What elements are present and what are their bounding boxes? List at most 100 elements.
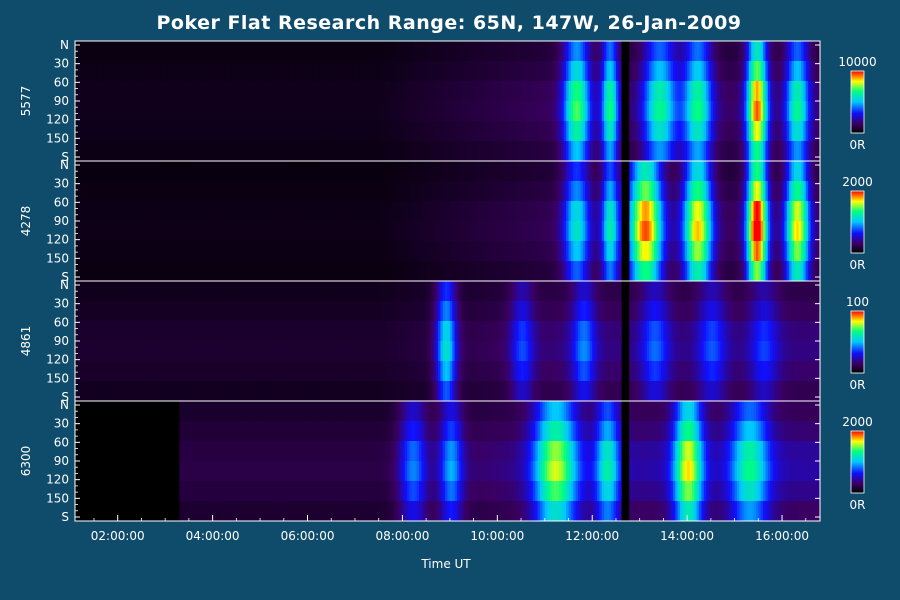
keogram-column — [395, 281, 399, 402]
keogram-column — [319, 281, 323, 402]
keogram-column — [661, 161, 664, 282]
keogram-column — [245, 161, 249, 282]
keogram-column — [668, 41, 672, 162]
keogram-column — [561, 41, 565, 162]
keogram-column — [84, 41, 88, 162]
keogram-column — [328, 41, 332, 162]
keogram-column — [684, 281, 688, 402]
keogram-column — [309, 401, 313, 522]
keogram-column — [732, 401, 736, 522]
keogram-column — [354, 281, 358, 402]
keogram-column — [274, 161, 278, 282]
keogram-column — [499, 161, 503, 282]
keogram-column — [468, 161, 472, 282]
keogram-column — [720, 401, 724, 522]
keogram-column — [200, 281, 204, 402]
keogram-column — [324, 281, 327, 402]
keogram-column — [411, 281, 415, 402]
keogram-column — [649, 401, 653, 522]
keogram-column — [782, 281, 785, 402]
keogram-column — [250, 41, 254, 162]
keogram-column — [115, 161, 119, 282]
keogram-column — [779, 401, 783, 522]
keogram-column — [573, 161, 577, 282]
keogram-column — [373, 161, 377, 282]
keogram-column — [298, 41, 301, 162]
keogram-column — [665, 41, 669, 162]
keogram-column — [751, 41, 755, 162]
keogram-column — [238, 401, 242, 522]
keogram-column — [646, 161, 650, 282]
keogram-column — [307, 401, 311, 522]
keogram-column — [521, 41, 524, 162]
keogram-column — [708, 41, 712, 162]
keogram-column — [798, 161, 802, 282]
keogram-column — [300, 281, 304, 402]
keogram-column — [340, 161, 344, 282]
keogram-column — [518, 161, 522, 282]
keogram-column — [727, 41, 731, 162]
keogram-column — [691, 41, 695, 162]
keogram-column — [767, 401, 771, 522]
keogram-column — [203, 161, 206, 282]
keogram-column — [188, 161, 192, 282]
keogram-column — [760, 161, 764, 282]
keogram-column — [200, 41, 204, 162]
keogram-column — [528, 401, 532, 522]
keogram-column — [691, 161, 695, 282]
keogram-column — [684, 161, 688, 282]
data-gap-stripe — [621, 161, 630, 281]
keogram-column — [772, 41, 776, 162]
keogram-column — [383, 161, 387, 282]
keogram-column — [404, 401, 408, 522]
keogram-column — [547, 41, 551, 162]
keogram-column — [511, 401, 515, 522]
keogram-column — [207, 401, 211, 522]
keogram-column — [784, 281, 788, 402]
keogram-column — [696, 161, 700, 282]
keogram-column — [480, 281, 484, 402]
x-tick-label: 04:00:00 — [186, 529, 240, 543]
keogram-column — [805, 281, 809, 402]
keogram-column — [456, 401, 460, 522]
keogram-column — [561, 161, 565, 282]
keogram-column — [293, 161, 297, 282]
keogram-column — [388, 281, 392, 402]
keogram-column — [670, 281, 674, 402]
keogram-column — [613, 41, 617, 162]
keogram-column — [172, 161, 176, 282]
keogram-column — [601, 41, 605, 162]
keogram-column — [646, 41, 650, 162]
keogram-column — [596, 161, 600, 282]
keogram-column — [179, 161, 183, 282]
keogram-column — [791, 41, 795, 162]
keogram-column — [357, 281, 361, 402]
keogram-column — [172, 281, 176, 402]
keogram-column — [86, 281, 90, 402]
keogram-column — [817, 161, 821, 282]
keogram-column — [682, 401, 686, 522]
keogram-column — [293, 41, 297, 162]
keogram-column — [535, 41, 539, 162]
keogram-column — [791, 401, 795, 522]
keogram-column — [411, 401, 415, 522]
keogram-column — [471, 281, 475, 402]
keogram-column — [165, 41, 169, 162]
keogram-column — [532, 281, 536, 402]
keogram-column — [411, 161, 415, 282]
keogram-column — [124, 41, 128, 162]
keogram-column — [281, 401, 285, 522]
keogram-column — [338, 161, 342, 282]
y-tick-label: N — [60, 158, 69, 172]
keogram-column — [324, 161, 327, 282]
keogram-column — [587, 401, 591, 522]
keogram-column — [141, 281, 145, 402]
keogram-column — [302, 41, 306, 162]
keogram-column — [283, 281, 287, 402]
keogram-column — [186, 41, 190, 162]
keogram-column — [205, 401, 209, 522]
keogram-column — [127, 281, 131, 402]
keogram-column — [528, 161, 532, 282]
keogram-column — [435, 401, 439, 522]
keogram-column — [755, 41, 759, 162]
